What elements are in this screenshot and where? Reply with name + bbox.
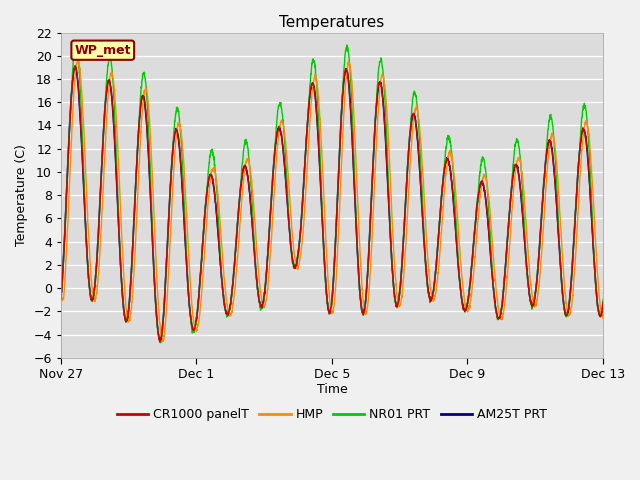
CR1000 panelT <box>182 246 189 252</box>
NR01 PRT <box>102 81 110 87</box>
Title: Temperatures: Temperatures <box>279 15 385 30</box>
CR1000 panelT <box>102 89 110 95</box>
NR01 PRT <box>72 40 79 46</box>
AM25T PRT <box>374 87 382 93</box>
AM25T PRT <box>102 91 110 96</box>
NR01 PRT <box>57 297 65 302</box>
HMP <box>74 57 81 62</box>
CR1000 panelT <box>230 262 238 268</box>
CR1000 panelT <box>57 296 65 302</box>
AM25T PRT <box>71 63 79 69</box>
AM25T PRT <box>511 162 519 168</box>
CR1000 panelT <box>71 63 79 69</box>
HMP <box>102 121 110 127</box>
NR01 PRT <box>374 77 382 83</box>
CR1000 panelT <box>374 86 382 92</box>
HMP <box>633 310 640 315</box>
HMP <box>57 295 65 301</box>
NR01 PRT <box>157 340 164 346</box>
Y-axis label: Temperature (C): Temperature (C) <box>15 144 28 246</box>
NR01 PRT <box>633 299 640 305</box>
Line: NR01 PRT: NR01 PRT <box>61 43 637 343</box>
CR1000 panelT <box>633 300 640 306</box>
AM25T PRT <box>230 263 238 268</box>
HMP <box>230 289 238 295</box>
AM25T PRT <box>57 296 65 301</box>
CR1000 panelT <box>511 163 519 168</box>
CR1000 panelT <box>156 338 164 344</box>
NR01 PRT <box>230 262 238 267</box>
AM25T PRT <box>633 299 640 305</box>
HMP <box>511 170 519 176</box>
AM25T PRT <box>156 339 164 345</box>
HMP <box>159 339 167 345</box>
HMP <box>374 111 382 117</box>
Legend: CR1000 panelT, HMP, NR01 PRT, AM25T PRT: CR1000 panelT, HMP, NR01 PRT, AM25T PRT <box>112 403 552 426</box>
X-axis label: Time: Time <box>317 383 348 396</box>
HMP <box>182 196 189 202</box>
AM25T PRT <box>182 245 189 251</box>
NR01 PRT <box>511 144 519 149</box>
NR01 PRT <box>182 233 189 239</box>
HMP <box>174 123 182 129</box>
CR1000 panelT <box>174 135 182 141</box>
AM25T PRT <box>174 134 182 140</box>
Text: WP_met: WP_met <box>74 44 131 57</box>
Line: HMP: HMP <box>61 60 637 342</box>
Line: AM25T PRT: AM25T PRT <box>61 66 637 342</box>
Line: CR1000 panelT: CR1000 panelT <box>61 66 637 341</box>
NR01 PRT <box>174 109 182 115</box>
